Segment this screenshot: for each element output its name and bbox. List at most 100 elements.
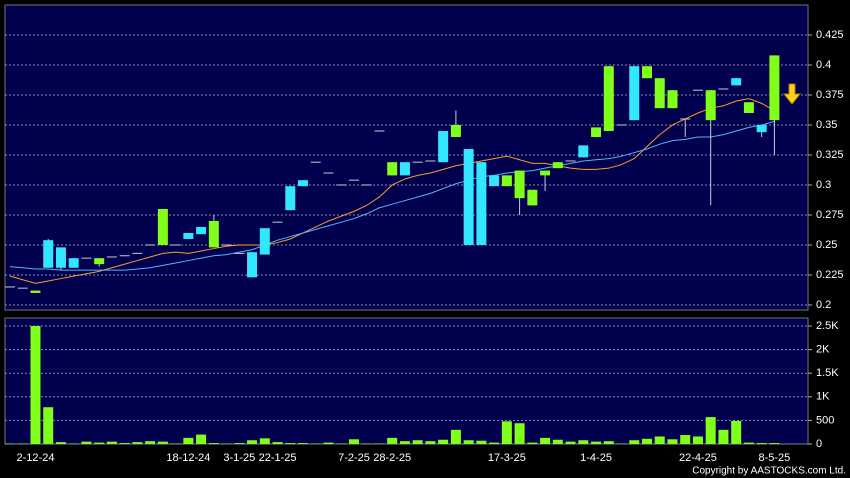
volume-bar [731,420,742,444]
volume-bar [540,437,551,444]
moving-average-line [9,120,775,271]
candle-body [399,162,410,176]
candle-body [629,66,640,121]
volume-bar [298,443,309,444]
y-tick-label: 0.25 [816,239,837,251]
volume-bar [680,435,691,444]
candle-body [94,258,105,265]
volume-panel [4,317,809,445]
candle-body [30,290,41,293]
candle-body [692,89,703,91]
candle-body [718,88,729,90]
candle-body [336,184,347,186]
candle-body [616,124,627,126]
volume-bar [642,438,652,444]
volume-bar [450,429,461,444]
signal-arrow [782,83,802,105]
candle-body [514,170,525,199]
candle-body [323,172,334,174]
volume-bar [667,439,678,444]
candle-body [603,66,614,131]
volume-bar [259,438,270,444]
y-tick-label: 2K [816,344,830,356]
candle-body [196,226,207,235]
x-tick-label: 28-2-25 [373,452,411,464]
candle-body [374,130,385,132]
volume-bar [247,440,258,444]
y-tick-label: 0.375 [816,89,844,101]
candle-body [501,175,512,187]
candle-body [272,221,283,223]
volume-bar [565,441,576,444]
candle-body [259,228,270,255]
y-tick-label: 1.5K [816,367,839,379]
candle-body [527,189,538,206]
candle-body [208,220,219,248]
candle-body [463,148,474,245]
candle-body [310,161,321,163]
y-tick-label: 0.2 [816,299,831,311]
volume-bar [425,441,436,444]
candle-body [731,78,742,86]
y-tick-label: 0.425 [816,29,844,41]
volume-bar [501,421,512,444]
y-tick-label: 500 [816,414,834,426]
candle-body [387,162,398,176]
x-tick-label: 22-4-25 [679,452,717,464]
volume-bar [705,417,716,444]
volume-bar [718,429,729,444]
y-tick-label: 0.325 [816,149,844,161]
volume-bar [743,442,754,444]
volume-bar [94,442,105,444]
candle-body [489,175,500,187]
volume-bar [285,443,296,444]
candle-body [361,184,372,186]
candle-body [743,102,754,113]
candle-body [412,161,423,163]
volume-bar [30,326,41,444]
candle-body [247,252,258,278]
candle-body [170,244,181,246]
volume-bar [591,441,602,444]
volume-bar [603,441,614,444]
x-tick-label: 17-3-25 [488,452,526,464]
volume-bar [387,437,398,444]
candle-body [119,255,130,257]
x-tick-label: 8-5-25 [759,452,791,464]
candle-body [81,257,92,259]
candle-body [476,162,487,245]
candle-body [425,160,436,162]
volume-bar [552,439,563,444]
volume-bar [157,441,168,444]
candle-body [68,258,79,268]
x-tick-label: 22-1-25 [259,452,297,464]
y-tick-label: 0.3 [816,179,831,191]
volume-bar [196,434,207,444]
volume-bar [348,439,359,444]
volume-bar [323,442,334,444]
x-tick-label: 3-1-25 [223,452,255,464]
x-tick-label: 1-4-25 [580,452,612,464]
candle-body [591,127,602,137]
x-tick-label: 7-2-25 [338,452,370,464]
volume-bar [412,440,423,444]
volume-bar [132,442,143,444]
candle-body [680,118,691,120]
volume-bar [654,436,665,444]
candle-body [705,90,716,121]
candle-body [157,208,168,245]
candle-body [348,179,359,181]
volume-bar [183,437,194,444]
volume-bar [106,441,117,444]
candle-body [540,170,551,176]
candle-body [552,162,563,169]
candle-body [55,247,66,268]
y-tick-label: 1K [816,391,830,403]
volume-bar [272,442,283,444]
volume-bar [43,407,54,444]
volume-bar [692,436,703,444]
candle-body [17,287,28,289]
volume-bar [514,423,525,444]
candle-body [221,244,232,246]
